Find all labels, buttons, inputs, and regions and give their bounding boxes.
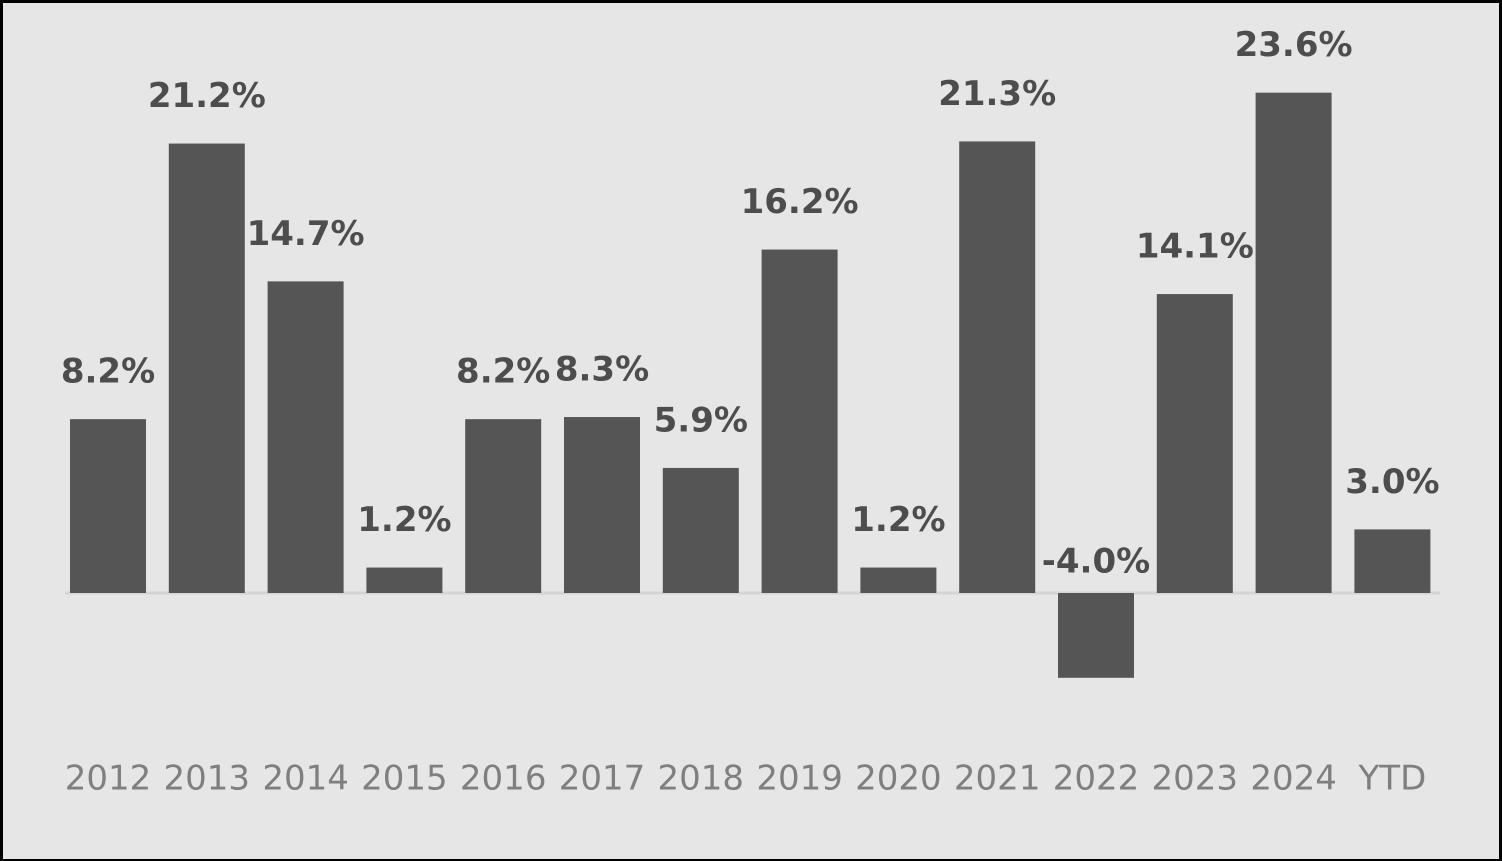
- bar: [860, 567, 937, 593]
- data-label: 23.6%: [1235, 25, 1353, 65]
- data-label: -4.0%: [1042, 542, 1150, 582]
- bar: [70, 419, 146, 593]
- x-tick-label: 2012: [65, 759, 152, 799]
- data-label: 1.2%: [851, 500, 945, 540]
- chart-background: [3, 3, 1499, 859]
- x-tick-label: 2022: [1053, 759, 1140, 799]
- x-tick-label: YTD: [1358, 759, 1427, 799]
- x-tick-label: 2015: [361, 759, 448, 799]
- x-tick-label: 2020: [855, 759, 942, 799]
- x-tick-label: 2019: [756, 759, 843, 799]
- data-label: 16.2%: [741, 182, 859, 222]
- bar: [267, 281, 344, 593]
- bar: [564, 417, 640, 593]
- bar: [1058, 593, 1134, 678]
- x-tick-label: 2013: [164, 759, 251, 799]
- bar: [168, 143, 245, 593]
- x-tick-label: 2014: [262, 759, 349, 799]
- x-tick-label: 2023: [1152, 759, 1239, 799]
- x-tick-label: 2018: [658, 759, 745, 799]
- bar: [959, 141, 1036, 593]
- bar: [1156, 294, 1233, 593]
- data-label: 3.0%: [1345, 462, 1439, 502]
- x-tick-label: 2017: [559, 759, 646, 799]
- bar: [761, 249, 838, 593]
- bar: [1255, 92, 1332, 594]
- bar: [662, 467, 739, 593]
- bar: [1354, 529, 1431, 593]
- data-label: 8.2%: [456, 352, 550, 392]
- data-label: 21.3%: [938, 74, 1056, 114]
- data-label: 14.7%: [247, 214, 365, 254]
- bar: [465, 419, 542, 593]
- data-label: 14.1%: [1136, 227, 1254, 267]
- data-label: 8.3%: [555, 350, 649, 390]
- bar: [366, 567, 443, 593]
- data-label: 1.2%: [357, 500, 451, 540]
- x-tick-label: 2021: [954, 759, 1041, 799]
- data-label: 8.2%: [61, 352, 155, 392]
- data-label: 21.2%: [148, 76, 266, 116]
- data-label: 5.9%: [654, 400, 748, 440]
- x-tick-label: 2016: [460, 759, 547, 799]
- x-tick-label: 2024: [1250, 759, 1337, 799]
